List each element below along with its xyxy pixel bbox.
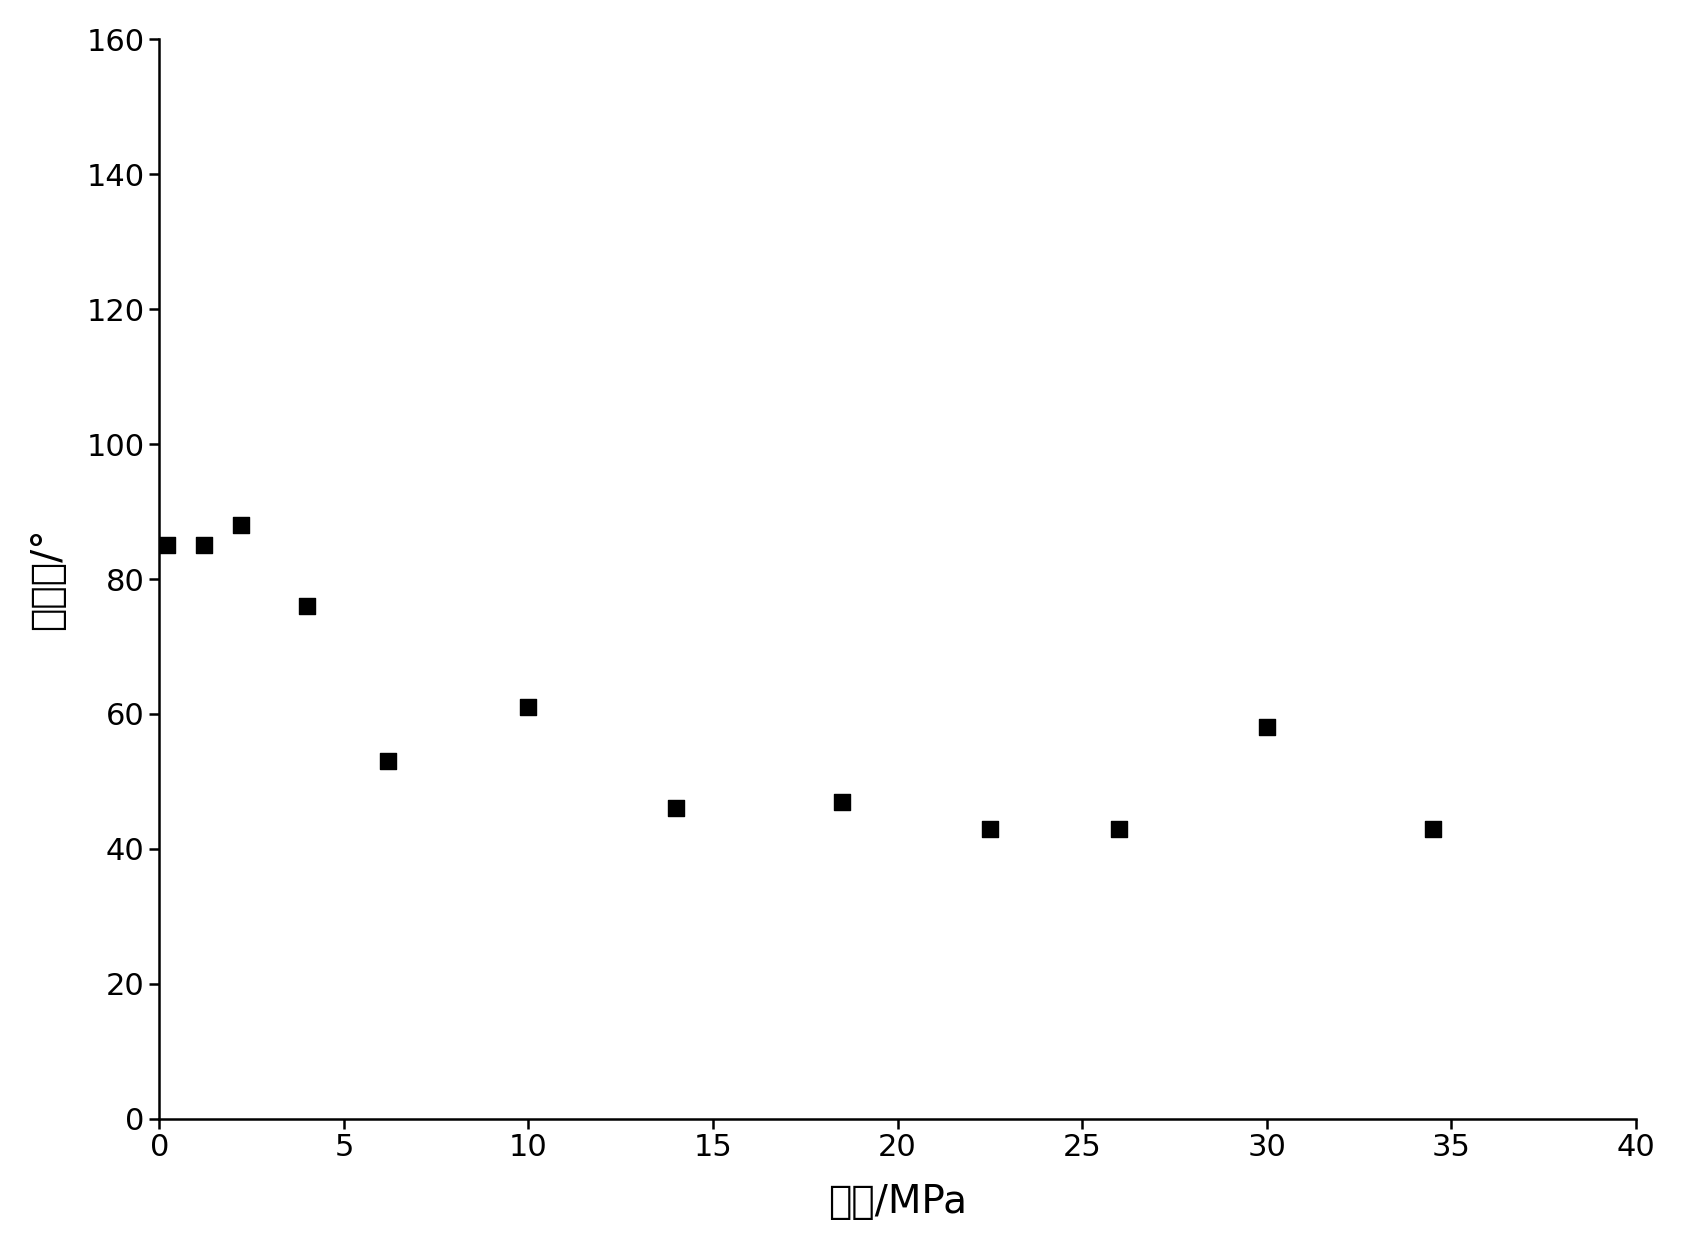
Y-axis label: 接触角/°: 接触角/° [29,527,66,631]
Point [515,697,542,717]
Point [663,798,690,818]
Point [293,596,320,616]
Point [190,536,217,556]
X-axis label: 压力/MPa: 压力/MPa [828,1183,967,1222]
Point [1105,818,1132,838]
Point [153,536,180,556]
Point [828,792,854,812]
Point [1253,717,1280,737]
Point [976,818,1002,838]
Point [375,751,402,771]
Point [1418,818,1445,838]
Point [227,515,254,535]
